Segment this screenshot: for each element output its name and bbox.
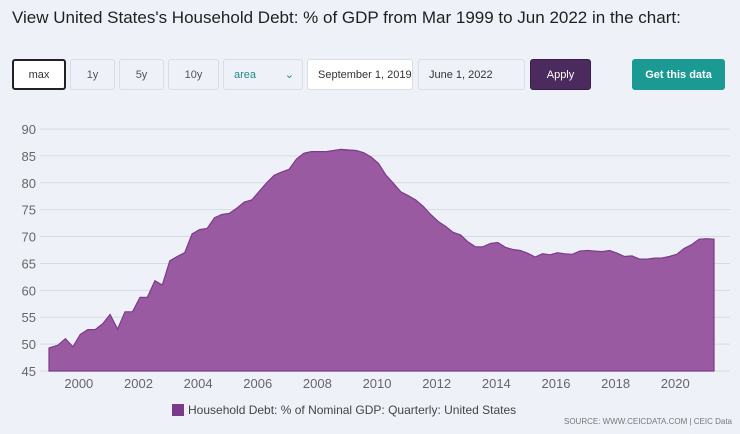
legend-label: Household Debt: % of Nominal GDP: Quarte…	[188, 403, 517, 417]
x-tick-label: 2010	[363, 376, 392, 391]
x-tick-label: 2020	[661, 376, 690, 391]
legend-swatch	[172, 404, 184, 416]
x-tick-label: 2004	[184, 376, 213, 391]
x-tick-label: 2002	[124, 376, 153, 391]
y-tick-label: 45	[22, 364, 36, 379]
x-tick-label: 2008	[303, 376, 332, 391]
page-title: View United States's Household Debt: % o…	[12, 8, 681, 27]
range-10y-button[interactable]: 10y	[168, 59, 219, 90]
y-tick-label: 80	[22, 176, 36, 191]
chart-legend[interactable]: Household Debt: % of Nominal GDP: Quarte…	[172, 403, 516, 417]
y-tick-label: 75	[22, 203, 36, 218]
y-tick-label: 70	[22, 230, 36, 245]
chart-type-select[interactable]: area ⌄	[223, 59, 303, 90]
y-tick-label: 50	[22, 337, 36, 352]
end-date-input[interactable]: June 1, 2022	[418, 59, 525, 90]
x-tick-label: 2012	[422, 376, 451, 391]
y-tick-label: 60	[22, 283, 36, 298]
range-5y-button[interactable]: 5y	[119, 59, 164, 90]
x-tick-label: 2018	[601, 376, 630, 391]
y-tick-label: 55	[22, 310, 36, 325]
x-tick-label: 2000	[64, 376, 93, 391]
household-debt-area	[48, 148, 715, 372]
x-tick-label: 2016	[542, 376, 571, 391]
range-1y-button[interactable]: 1y	[70, 59, 115, 90]
chart-controls: max 1y 5y 10y area ⌄ September 1, 2019 J…	[0, 59, 740, 90]
y-tick-label: 85	[22, 149, 36, 164]
source-note: SOURCE: WWW.CEICDATA.COM | CEIC Data	[563, 417, 732, 426]
chart-type-value: area	[234, 68, 257, 81]
x-tick-label: 2006	[243, 376, 272, 391]
range-max-button[interactable]: max	[12, 59, 66, 90]
chevron-down-icon: ⌄	[284, 69, 294, 81]
x-axis-labels: 2000 2002 2004 2006 2008 2010 2012 2014 2016 2018…	[64, 376, 689, 391]
y-axis-labels: 45 50 55 60 65 70 75 80 85 90	[22, 122, 36, 379]
x-tick-label: 2014	[482, 376, 511, 391]
y-tick-label: 65	[22, 256, 36, 271]
start-date-input[interactable]: September 1, 2019	[307, 59, 413, 90]
apply-button[interactable]: Apply	[530, 59, 591, 90]
get-data-button[interactable]: Get this data	[632, 59, 725, 90]
y-tick-label: 90	[22, 122, 36, 137]
